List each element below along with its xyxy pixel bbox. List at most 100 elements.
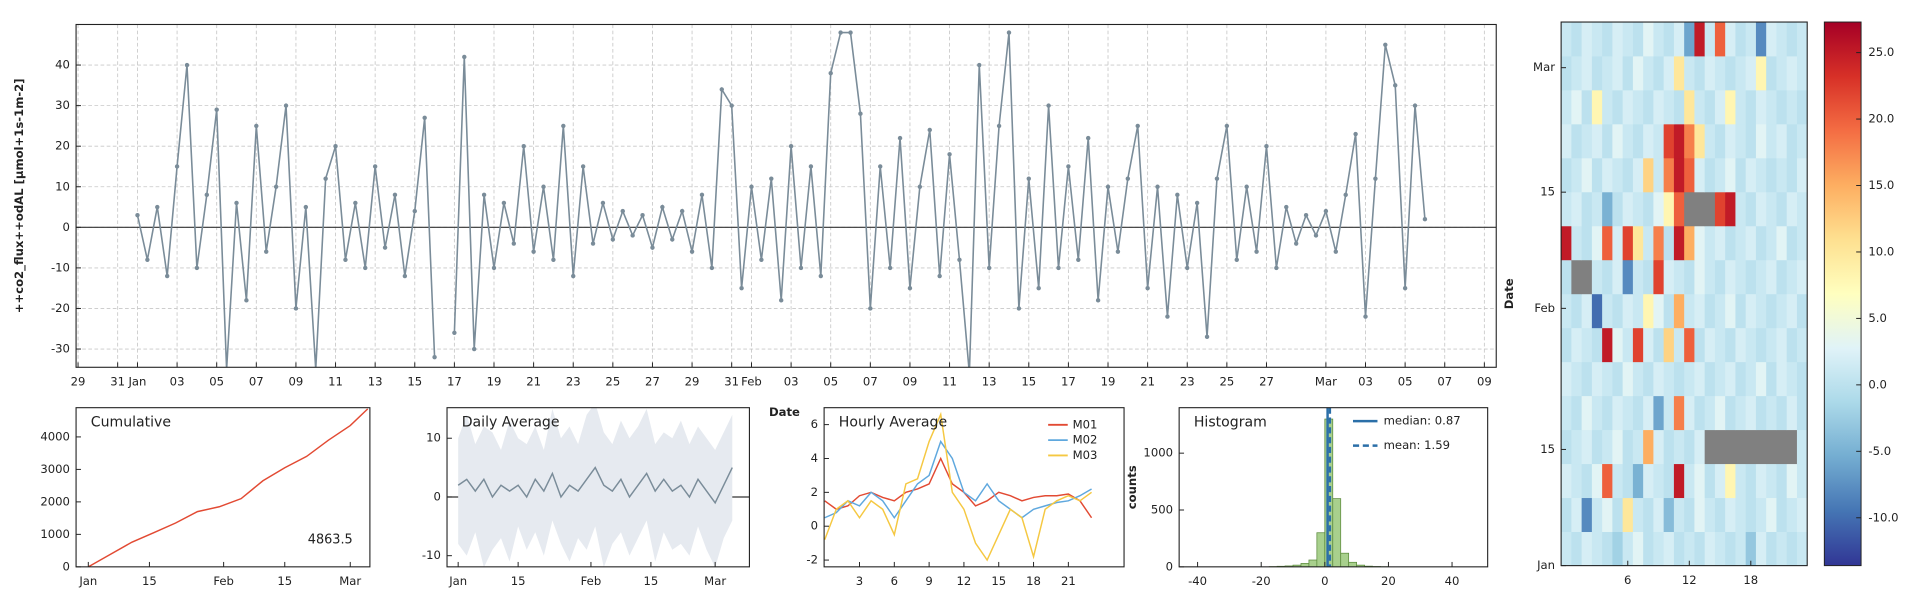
point (422, 115, 427, 120)
cell (1796, 327, 1808, 363)
cell (1755, 395, 1767, 431)
cell (1694, 22, 1706, 57)
cell (1694, 56, 1706, 91)
cell (1653, 361, 1665, 397)
cell (1735, 259, 1747, 295)
cell (1591, 56, 1603, 91)
cell (1755, 531, 1767, 566)
x-tick-label: 19 (1101, 374, 1116, 388)
cell (1673, 293, 1685, 329)
cell (1704, 259, 1716, 295)
x-tick-label: 25 (605, 374, 620, 388)
y-tick-label: 6 (811, 417, 818, 431)
cell (1694, 191, 1706, 227)
cell (1653, 531, 1665, 566)
cell (1745, 395, 1757, 431)
cell (1571, 89, 1582, 125)
bar (1340, 552, 1350, 567)
cell (1673, 56, 1685, 91)
cell (1714, 157, 1726, 193)
cell (1632, 22, 1644, 57)
x-tick-label: 17 (1061, 374, 1076, 388)
cell (1622, 395, 1634, 431)
x-tick-label: 07 (863, 374, 878, 388)
x-tick-label: 15 (991, 574, 1006, 588)
cell (1766, 395, 1777, 431)
cell (1571, 123, 1582, 159)
cell (1663, 225, 1675, 261)
cell (1796, 531, 1808, 566)
cell (1561, 395, 1572, 431)
cell (1581, 361, 1593, 397)
cell (1643, 361, 1654, 397)
point (1303, 212, 1309, 218)
point (571, 273, 576, 279)
x-tick-label: 0 (1321, 574, 1328, 588)
cell (1653, 293, 1665, 329)
cell (1714, 429, 1726, 465)
cell (1632, 56, 1644, 91)
y-tick-label: 15 (1540, 442, 1555, 456)
point (184, 62, 190, 68)
cell (1684, 123, 1695, 159)
cell (1766, 327, 1777, 363)
cell (1663, 89, 1675, 125)
cell (1735, 327, 1747, 363)
cell (1571, 56, 1582, 91)
cell (1714, 225, 1726, 261)
plot-content (824, 411, 1093, 562)
point (670, 237, 675, 242)
y-axis-label: Date (1502, 278, 1516, 309)
cell (1673, 429, 1685, 465)
cell (1704, 327, 1716, 363)
colorbar-tick-label: -10.0 (1868, 510, 1898, 524)
axes-frame (75, 407, 371, 568)
cell (1684, 361, 1695, 397)
point (1224, 123, 1230, 129)
cell (1694, 89, 1706, 125)
cell (1694, 429, 1706, 465)
cell (1561, 531, 1572, 566)
cell (1663, 22, 1675, 57)
point (808, 164, 814, 169)
y-tick-label: 0 (433, 489, 440, 503)
cell (1612, 429, 1624, 465)
point (1026, 176, 1031, 181)
cell (1581, 497, 1593, 533)
x-tick-label: Feb (213, 574, 234, 588)
cell (1581, 463, 1593, 499)
cell (1663, 56, 1675, 91)
cell (1612, 56, 1624, 91)
x-tick-label: 09 (289, 374, 304, 388)
cell (1591, 157, 1603, 193)
cell (1776, 463, 1788, 499)
cell (1766, 429, 1777, 465)
point (1422, 217, 1428, 222)
cell (1622, 463, 1634, 499)
cell (1663, 361, 1675, 397)
cell (1632, 259, 1644, 295)
point (531, 249, 536, 254)
legend-label: median: 0.87 (1384, 414, 1461, 428)
cell (1786, 497, 1798, 533)
y-tick-label: 0 (811, 519, 818, 533)
cell (1786, 361, 1798, 397)
axes-frame (446, 407, 750, 568)
cell (1643, 157, 1654, 193)
cell (1766, 531, 1777, 566)
colorbar-tick-label: 20.0 (1868, 112, 1894, 126)
point (858, 111, 863, 116)
y-tick-label: 40 (55, 58, 70, 72)
cell (1714, 293, 1726, 329)
cell (1735, 361, 1747, 397)
cell (1745, 361, 1757, 397)
cell (1591, 191, 1603, 227)
cell (1776, 157, 1788, 193)
cell (1622, 56, 1634, 91)
y-tick-label: -30 (51, 342, 70, 356)
cell (1755, 463, 1767, 499)
cell (1602, 89, 1613, 125)
cell (1643, 123, 1654, 159)
cell (1581, 395, 1593, 431)
cell (1561, 327, 1572, 363)
